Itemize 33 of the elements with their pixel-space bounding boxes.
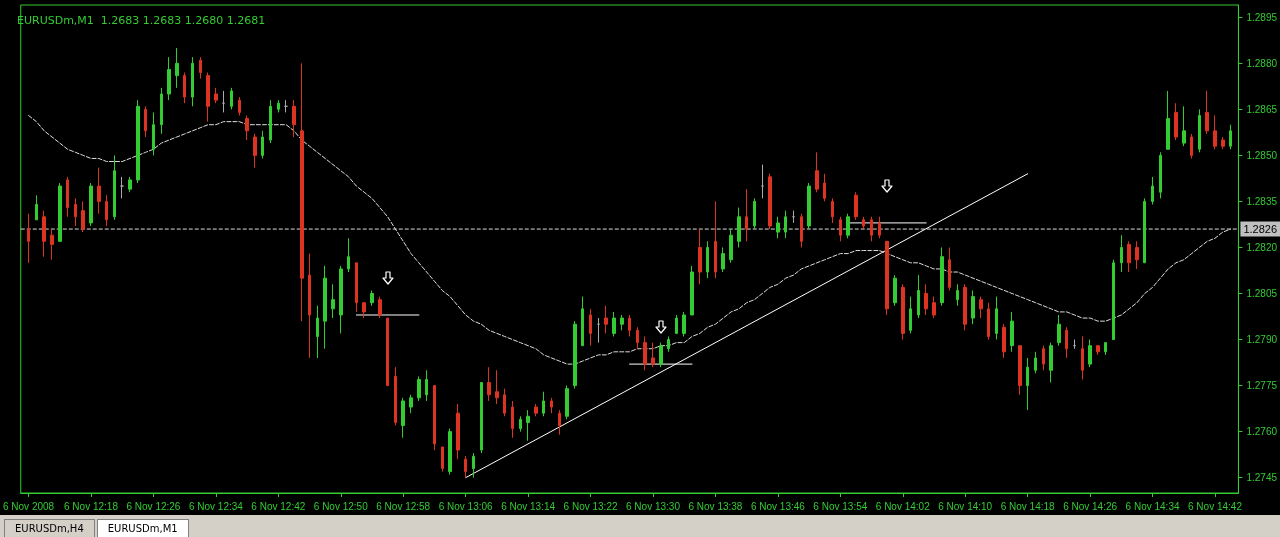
y-tick-label: 1.2850: [1246, 149, 1278, 161]
y-tick-label: 1.2880: [1246, 57, 1278, 69]
x-tick-label: 6 Nov 14:18: [1000, 500, 1056, 512]
x-tick-label: 6 Nov 14:34: [1125, 500, 1180, 512]
y-tick-label: 1.2865: [1246, 103, 1278, 115]
x-tick-label: 6 Nov 13:38: [688, 500, 743, 512]
x-tick-label: 6 Nov 13:14: [501, 500, 556, 512]
x-tick-label: 6 Nov 14:10: [938, 500, 993, 512]
y-tick-label: 1.2775: [1246, 380, 1278, 392]
y-tick-label: 1.2820: [1246, 241, 1278, 253]
y-tick-label: 1.2835: [1246, 195, 1278, 207]
y-tick-label: 1.2895: [1246, 11, 1278, 23]
x-tick-label: 6 Nov 14:02: [875, 500, 931, 512]
x-tick-label: 6 Nov 14:26: [1063, 500, 1118, 512]
x-tick-label: 6 Nov 12:58: [376, 500, 431, 512]
ref-line-label: 1.2826: [1243, 223, 1278, 236]
x-tick-label: 6 Nov 13:54: [813, 500, 868, 512]
x-tick-label: 6 Nov 13:06: [438, 500, 494, 512]
x-tick-label: 6 Nov 2008: [2, 500, 55, 512]
x-tick-label: 6 Nov 12:18: [64, 500, 119, 512]
x-tick-label: 6 Nov 12:50: [313, 500, 369, 512]
x-tick-label: 6 Nov 13:30: [626, 500, 681, 512]
x-tick-label: 6 Nov 13:22: [563, 500, 618, 512]
x-tick-label: 6 Nov 12:42: [251, 500, 306, 512]
x-tick-label: 6 Nov 12:26: [126, 500, 181, 512]
x-tick-label: 6 Nov 13:46: [750, 500, 806, 512]
y-tick-label: 1.2745: [1246, 472, 1278, 484]
text: EURUSDm,H4: [4, 519, 95, 537]
y-tick-label: 1.2760: [1246, 426, 1278, 438]
x-tick-label: 6 Nov 14:42: [1188, 500, 1243, 512]
y-tick-label: 1.2790: [1246, 334, 1278, 346]
y-tick-label: 1.2805: [1246, 288, 1278, 299]
x-tick-label: 6 Nov 12:34: [188, 500, 244, 512]
